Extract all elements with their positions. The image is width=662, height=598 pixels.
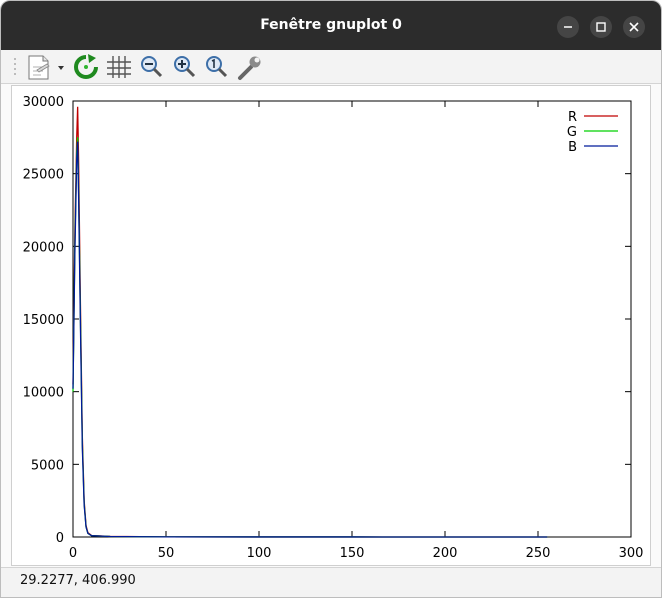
zoom-in-icon	[174, 56, 196, 78]
plot-canvas[interactable]: 0 50 100 150 200 250 300 0 5000 10000 15000 20000 25…	[12, 86, 652, 567]
export-icon	[28, 55, 64, 80]
series-line-g	[72, 137, 548, 538]
grid-icon	[107, 56, 131, 78]
y-tick-label: 0	[56, 531, 64, 546]
close-button[interactable]	[623, 16, 645, 38]
zoom-out-icon	[141, 56, 163, 78]
y-tick-label: 5000	[31, 458, 64, 473]
zoom-reset-icon	[206, 56, 228, 78]
status-bar: 29.2277, 406.990	[1, 567, 661, 597]
export-button[interactable]	[23, 52, 69, 82]
series-line-r	[72, 106, 548, 538]
toggle-grid-button[interactable]	[103, 52, 133, 82]
cursor-coordinates: 29.2277, 406.990	[20, 573, 136, 588]
x-tick-label: 250	[526, 546, 551, 561]
y-tick-label: 30000	[23, 95, 64, 110]
maximize-button[interactable]	[590, 16, 612, 38]
toolbar	[1, 50, 661, 84]
configuration-button[interactable]	[234, 52, 264, 82]
title-bar[interactable]: Fenêtre gnuplot 0	[1, 1, 661, 50]
legend-label-b: B	[568, 140, 577, 155]
settings-wrench-icon	[238, 56, 261, 80]
x-tick-label: 0	[69, 546, 77, 561]
zoom-previous-button[interactable]	[136, 52, 166, 82]
x-tick-label: 50	[158, 546, 175, 561]
series-line-b	[72, 141, 548, 538]
x-tick-label: 200	[433, 546, 458, 561]
y-tick-label: 25000	[23, 168, 64, 183]
zoom-next-button[interactable]	[169, 52, 199, 82]
autoscale-button[interactable]	[201, 52, 231, 82]
x-tick-label: 150	[340, 546, 365, 561]
x-tick-label: 300	[619, 546, 644, 561]
x-tick-label: 100	[247, 546, 272, 561]
legend-label-g: G	[567, 125, 577, 140]
close-icon	[629, 22, 639, 32]
plot-area[interactable]: 0 50 100 150 200 250 300 0 5000 10000 15000 20000 25…	[11, 85, 651, 566]
y-tick-label: 15000	[23, 313, 64, 328]
minimize-button[interactable]	[557, 16, 579, 38]
minimize-icon	[564, 26, 572, 28]
legend-label-r: R	[568, 110, 577, 125]
replot-button[interactable]	[71, 52, 101, 82]
refresh-icon	[74, 54, 98, 79]
y-tick-label: 10000	[23, 386, 64, 401]
toolbar-grip-icon	[14, 58, 16, 75]
maximize-icon	[596, 22, 606, 32]
window-title: Fenêtre gnuplot 0	[260, 17, 402, 33]
y-tick-label: 20000	[23, 240, 64, 255]
plot-border	[72, 100, 632, 538]
